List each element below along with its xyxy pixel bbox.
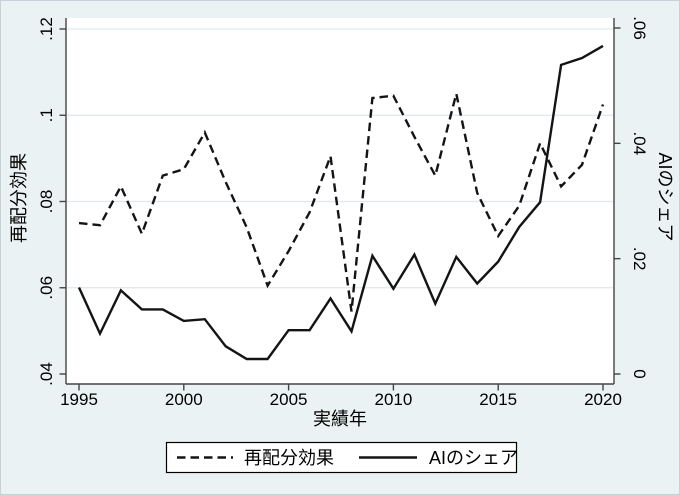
y-left-tick-label: .08 [37, 190, 56, 214]
legend-label-dashed: 再配分効果 [244, 448, 334, 468]
y-right-tick-label: 0 [630, 369, 649, 378]
y-right-axis-title: AIのシェア [655, 152, 675, 241]
y-right-tick-label: .04 [630, 132, 649, 156]
x-tick-label: 2010 [374, 390, 412, 409]
y-right-tick-label: .02 [630, 247, 649, 271]
plot-area: .04 .06 .08 .1 .12 0 .02 .04 .06 1995 2000 2005 2010… [37, 16, 649, 409]
x-tick-label: 2005 [270, 390, 308, 409]
y-right-tick-label: .06 [630, 16, 649, 40]
x-tick-label: 2000 [165, 390, 203, 409]
series-solid-line [77, 44, 604, 361]
y-left-tick-label: .04 [37, 362, 56, 386]
legend-label-solid: AIのシェア [429, 448, 518, 468]
y-left-tick-label: .1 [37, 108, 56, 122]
x-tick-label: 1995 [60, 390, 98, 409]
y-left-tick-label: .12 [37, 17, 56, 41]
series-dashed-line [78, 93, 605, 312]
x-tick-label: 2020 [584, 390, 622, 409]
y-left-tick-label: .06 [37, 276, 56, 300]
legend: 再配分効果 AIのシェア [165, 441, 518, 474]
x-axis-title: 実績年 [313, 409, 367, 429]
x-tick-label: 2015 [479, 390, 517, 409]
y-left-axis-title: 再配分効果 [9, 153, 29, 243]
